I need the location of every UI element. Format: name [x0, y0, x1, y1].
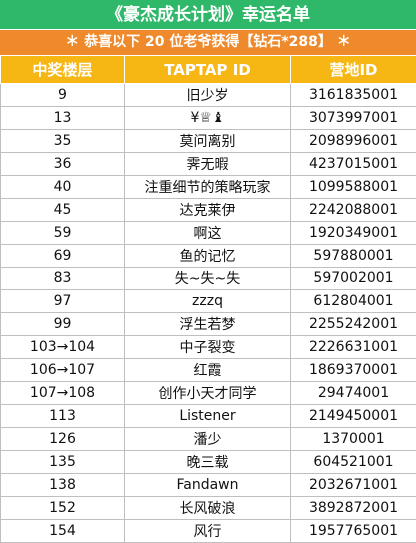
subtitle: ＊ 恭喜以下 20 位老爷获得【钻石*288】 ＊: [0, 30, 416, 55]
table-cell: 45: [1, 198, 125, 221]
table-cell: 3073997001: [291, 106, 416, 129]
table-cell: 1957765001: [291, 519, 416, 542]
table-cell: 2098996001: [291, 129, 416, 152]
table-cell: 4237015001: [291, 152, 416, 175]
table-cell: 2255242001: [291, 313, 416, 336]
table-cell: 113: [1, 405, 125, 428]
table-cell: 597002001: [291, 267, 416, 290]
table-cell: 1099588001: [291, 175, 416, 198]
table-cell: 3892872001: [291, 496, 416, 519]
table-cell: 9: [1, 84, 125, 107]
column-header: TAPTAP ID: [125, 56, 291, 84]
table-cell: 旧少岁: [125, 84, 291, 107]
table-cell: 604521001: [291, 451, 416, 474]
table-cell: 3161835001: [291, 84, 416, 107]
table-cell: 154: [1, 519, 125, 542]
table-cell: 1920349001: [291, 221, 416, 244]
table-cell: ¥♕♝: [125, 106, 291, 129]
table-cell: Listener: [125, 405, 291, 428]
table-cell: 99: [1, 313, 125, 336]
table-cell: 612804001: [291, 290, 416, 313]
table-cell: 鱼的记忆: [125, 244, 291, 267]
table-cell: 晚三载: [125, 451, 291, 474]
table-cell: 达克莱伊: [125, 198, 291, 221]
table-cell: 长风破浪: [125, 496, 291, 519]
table-cell: 中子裂变: [125, 336, 291, 359]
table-cell: 35: [1, 129, 125, 152]
table-cell: 36: [1, 152, 125, 175]
table-cell: Fandawn: [125, 473, 291, 496]
table-cell: 2226631001: [291, 336, 416, 359]
table-row: 13¥♕♝3073997001: [1, 106, 416, 129]
table-cell: 97: [1, 290, 125, 313]
table-cell: 1869370001: [291, 359, 416, 382]
table-cell: 69: [1, 244, 125, 267]
table-cell: 霁无暇: [125, 152, 291, 175]
table-cell: 83: [1, 267, 125, 290]
column-header: 中奖楼层: [1, 56, 125, 84]
column-header: 营地ID: [291, 56, 416, 84]
table-cell: 107→108: [1, 382, 125, 405]
table-cell: 106→107: [1, 359, 125, 382]
table-cell: 597880001: [291, 244, 416, 267]
table-cell: 59: [1, 221, 125, 244]
table-cell: 莫问离别: [125, 129, 291, 152]
title: 《豪杰成长计划》幸运名单: [0, 0, 416, 30]
table-cell: 2032671001: [291, 473, 416, 496]
table-cell: 潘少: [125, 428, 291, 451]
table-cell: 风行: [125, 519, 291, 542]
table-cell: 152: [1, 496, 125, 519]
table-cell: 红霞: [125, 359, 291, 382]
table-cell: 103→104: [1, 336, 125, 359]
table-cell: 40: [1, 175, 125, 198]
table-cell: 失~失~失: [125, 267, 291, 290]
table-cell: 1370001: [291, 428, 416, 451]
table-cell: 浮生若梦: [125, 313, 291, 336]
table-cell: 啊这: [125, 221, 291, 244]
table-cell: 29474001: [291, 382, 416, 405]
table-cell: 创作小天才同学: [125, 382, 291, 405]
table-cell: 13: [1, 106, 125, 129]
table-cell: 注重细节的策略玩家: [125, 175, 291, 198]
table-cell: 2149450001: [291, 405, 416, 428]
table-cell: 135: [1, 451, 125, 474]
table-cell: zzzq: [125, 290, 291, 313]
table-cell: 2242088001: [291, 198, 416, 221]
table-cell: 138: [1, 473, 125, 496]
table-cell: 126: [1, 428, 125, 451]
